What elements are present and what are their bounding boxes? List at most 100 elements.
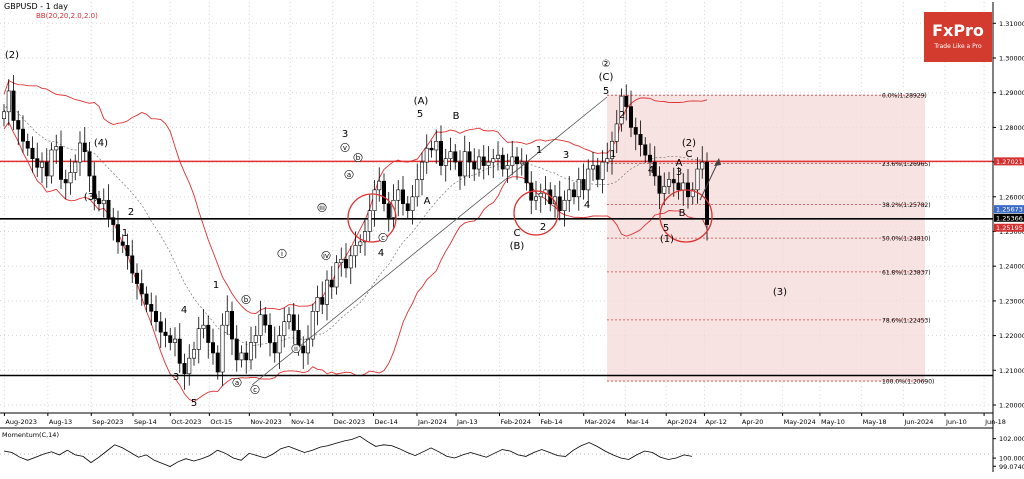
candle-bear [182, 363, 187, 375]
candle-bull [353, 245, 358, 257]
candle-bull [491, 158, 496, 163]
wave-label: 4 [648, 165, 654, 176]
logo-brand: FxPro [932, 21, 984, 40]
chart-title: GBPUSD - 1 day [4, 2, 68, 11]
wave-labels: (2)(4)(3)214351abciiiiiiivv345(A)AB(B)12… [5, 50, 787, 409]
candle-bull [220, 324, 225, 373]
candle-bull [201, 324, 206, 329]
candle-bull [367, 210, 372, 232]
candle-bear [514, 156, 519, 165]
candle-bear [296, 330, 301, 347]
candle-bull [101, 199, 106, 205]
wave-label: (3) [773, 287, 787, 298]
candlesticks [1, 75, 709, 390]
x-tick-label: Apr-20 [742, 418, 763, 426]
wave-label: 1 [536, 145, 542, 156]
candle-bear [429, 147, 434, 151]
candle-bull [605, 158, 610, 163]
x-tick-label: Nov-2023 [250, 418, 281, 426]
x-tick-label: Feb-14 [540, 418, 562, 426]
candle-bear [125, 245, 130, 257]
wave-label: v [343, 144, 347, 152]
x-tick-label: Jun-18 [984, 418, 1006, 426]
wave-label: 1 [610, 149, 616, 160]
candle-bull [315, 297, 320, 312]
annotations [251, 96, 721, 386]
y-tick-label: 1.26000 [999, 193, 1024, 201]
wave-label: b [244, 296, 249, 304]
candle-bear [400, 189, 405, 205]
candle-bull [415, 179, 420, 198]
wave-label: iv [323, 252, 329, 260]
candle-bull [495, 154, 500, 159]
candle-bear [168, 335, 173, 343]
y-tick-label: 1.21000 [999, 367, 1024, 375]
candle-bear [58, 146, 63, 180]
highlight-circle [347, 193, 397, 243]
x-tick-label: Aug-2023 [5, 418, 37, 426]
candle-bear [657, 175, 662, 194]
wave-label: 2 [128, 207, 134, 218]
candle-bear [386, 203, 391, 218]
forecast-arrowhead [714, 158, 721, 166]
candle-bear [139, 283, 144, 295]
candle-bull [695, 168, 700, 191]
momentum-line [3, 435, 693, 467]
wave-label: (3) [84, 192, 98, 203]
fib-level-label: 38.2%(1.25782) [882, 202, 931, 209]
wave-label-circle [317, 203, 327, 213]
candle-bear [381, 180, 386, 205]
candle-bull [681, 182, 686, 191]
wave-label: C [686, 149, 693, 160]
candle-bear [30, 147, 35, 159]
momentum-tick-label: 100.000 [999, 455, 1024, 463]
x-tick-label: May-18 [863, 418, 887, 426]
candle-bear [671, 179, 676, 184]
candle-bull [476, 156, 481, 170]
wave-label: B [679, 208, 686, 219]
x-tick-label: Jan-13 [456, 418, 478, 426]
wave-label: 4 [378, 248, 384, 259]
price-tag-label: 1.27021 [996, 158, 1023, 166]
candle-bear [149, 304, 154, 312]
candle-bear [87, 151, 92, 177]
fib-level-label: 100.0%(1.20690) [882, 379, 934, 386]
trendline [251, 96, 608, 386]
x-tick-label: Sep-14 [134, 418, 157, 426]
candle-bull [434, 140, 439, 151]
wave-label: a [235, 379, 239, 387]
candle-bear [44, 161, 49, 177]
candle-bear [20, 128, 25, 142]
candle-bull [68, 172, 73, 184]
fxpro-logo: FxPro Trade Like a Pro [924, 12, 992, 62]
y-tick-label: 1.22000 [999, 332, 1024, 340]
candle-bear [144, 293, 149, 305]
candle-bear [320, 297, 325, 305]
x-tick-label: Apr-2024 [667, 418, 697, 426]
candle-bear [301, 345, 306, 354]
wave-label: 2 [540, 222, 546, 233]
candle-bull [282, 321, 287, 336]
candle-bull [173, 338, 178, 343]
x-tick-label: Dec-14 [375, 418, 398, 426]
logo-background [924, 12, 992, 62]
x-tick-label: Mar-2024 [585, 418, 616, 426]
wave-label-circle [340, 143, 350, 153]
candle-bull [538, 193, 543, 198]
candle-bear [453, 151, 458, 163]
price-axis: 1.310001.300001.290001.280001.270001.260… [992, 2, 1024, 472]
candle-bear [467, 151, 472, 163]
candle-bull [253, 335, 258, 343]
price-tag-box [994, 205, 1024, 214]
candle-bear [571, 189, 576, 198]
wave-label: a [347, 171, 351, 179]
candle-bull [1, 111, 7, 120]
candle-bear [438, 140, 443, 166]
y-tick-label: 1.25000 [999, 228, 1024, 236]
candle-bull [6, 90, 11, 113]
candle-bull [39, 161, 44, 168]
candle-bull [505, 165, 510, 170]
x-tick-label: May-2024 [784, 418, 816, 426]
candle-bear [16, 120, 21, 130]
x-tick-label: Aug-13 [49, 418, 72, 426]
